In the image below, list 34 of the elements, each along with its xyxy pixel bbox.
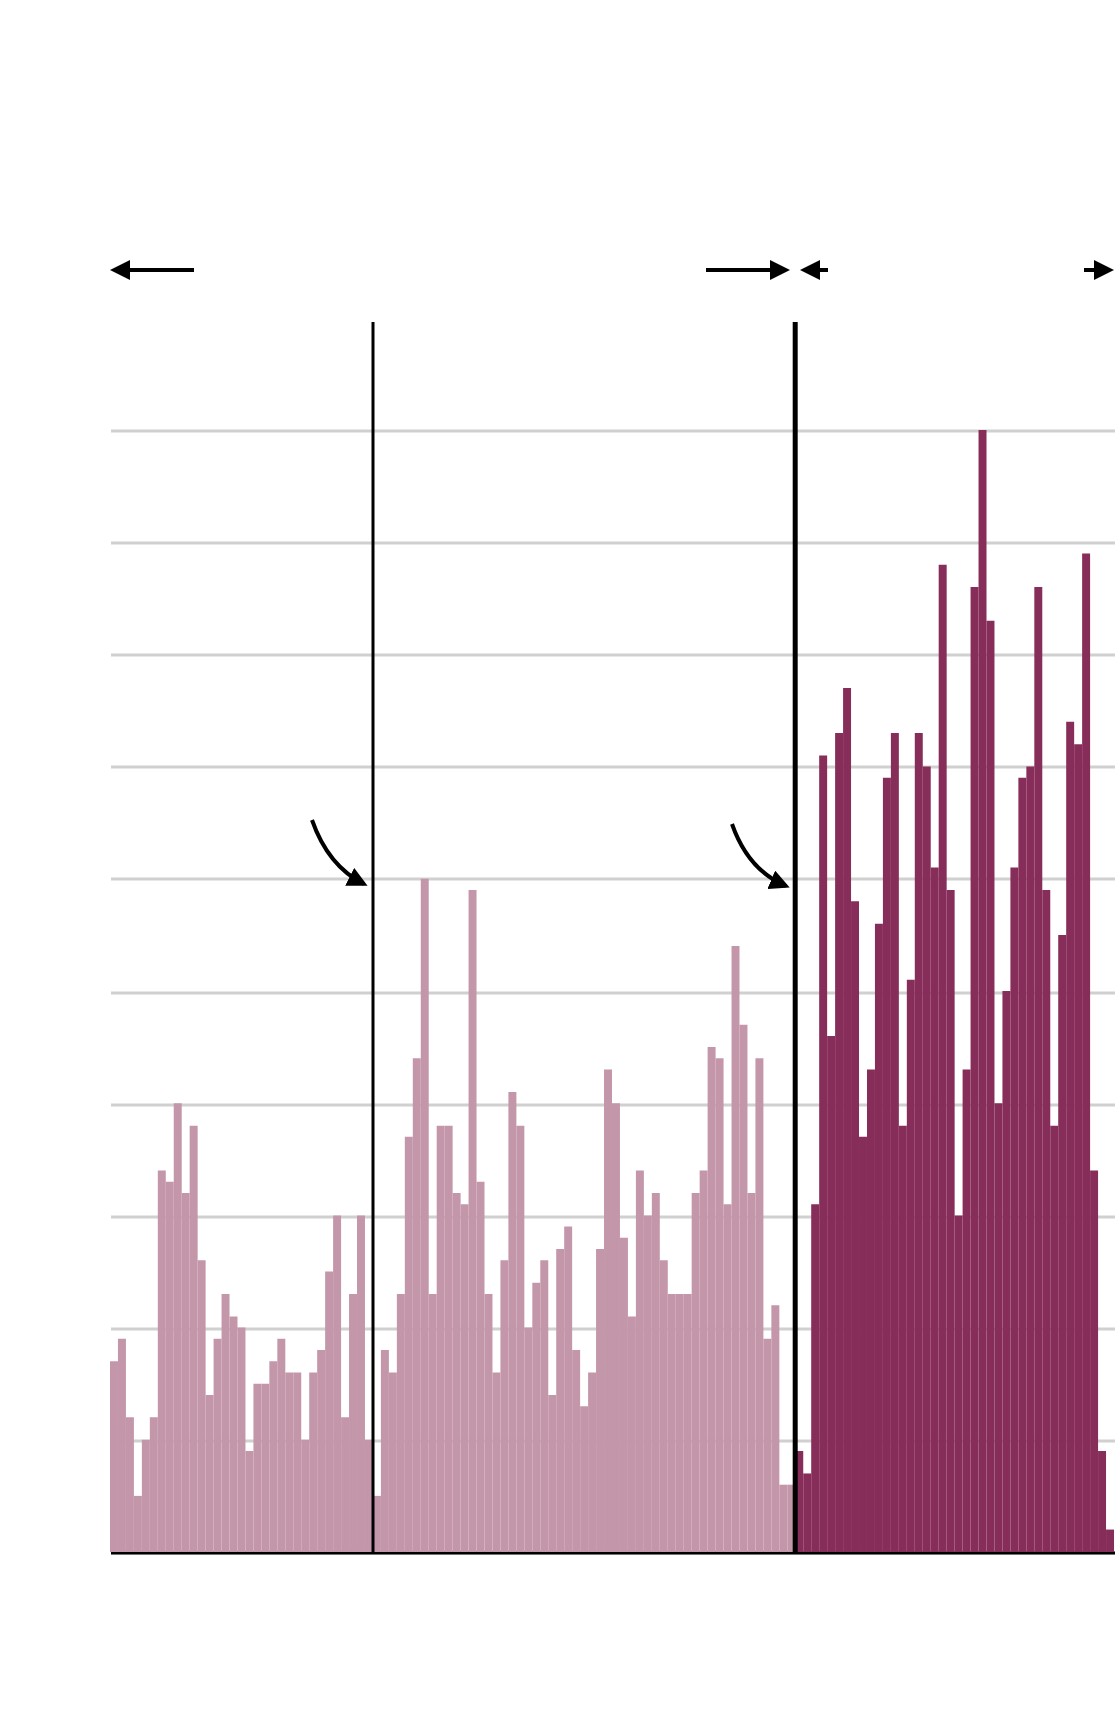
bar bbox=[635, 1170, 644, 1552]
bar bbox=[1034, 587, 1043, 1552]
bar bbox=[357, 1215, 365, 1552]
bar bbox=[651, 1192, 660, 1552]
bar bbox=[221, 1293, 230, 1552]
bar bbox=[675, 1293, 684, 1552]
bar bbox=[707, 1047, 716, 1552]
bar bbox=[914, 732, 923, 1552]
bar bbox=[333, 1215, 342, 1552]
bar bbox=[444, 1125, 453, 1552]
bar bbox=[938, 564, 947, 1552]
bar bbox=[157, 1170, 166, 1552]
bar bbox=[293, 1372, 302, 1552]
bar bbox=[468, 890, 477, 1552]
bar bbox=[189, 1125, 198, 1552]
bar bbox=[819, 755, 828, 1552]
bar bbox=[508, 1091, 517, 1552]
bar bbox=[890, 732, 899, 1552]
bar bbox=[277, 1338, 286, 1552]
bar bbox=[540, 1260, 549, 1552]
bar bbox=[173, 1103, 182, 1552]
bar bbox=[771, 1305, 780, 1552]
bar bbox=[436, 1125, 445, 1552]
bar bbox=[604, 1069, 612, 1552]
bar bbox=[755, 1058, 764, 1552]
bar bbox=[978, 430, 987, 1552]
bar bbox=[843, 688, 852, 1552]
bar bbox=[420, 878, 429, 1552]
bar bbox=[380, 1350, 389, 1552]
bar bbox=[1066, 721, 1075, 1552]
bar bbox=[253, 1383, 262, 1552]
bar bbox=[1082, 553, 1091, 1552]
bar bbox=[564, 1226, 573, 1552]
bar bbox=[117, 1338, 126, 1552]
